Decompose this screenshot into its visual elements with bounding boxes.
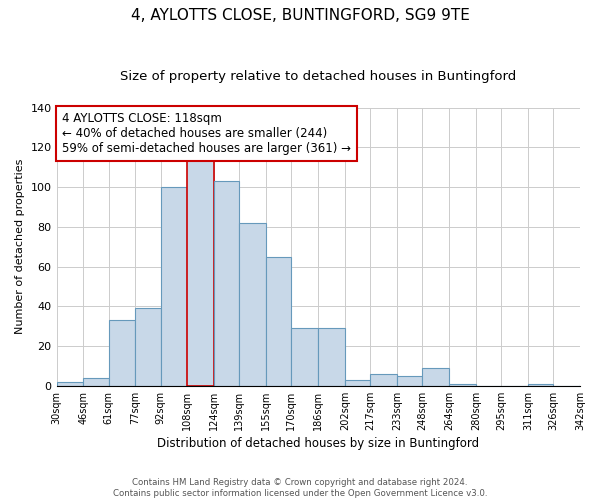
Bar: [370, 374, 397, 386]
Bar: [266, 256, 292, 386]
Bar: [56, 382, 83, 386]
Bar: [580, 384, 600, 386]
Bar: [449, 384, 476, 386]
Bar: [239, 223, 266, 386]
Text: 4, AYLOTTS CLOSE, BUNTINGFORD, SG9 9TE: 4, AYLOTTS CLOSE, BUNTINGFORD, SG9 9TE: [131, 8, 469, 22]
Bar: [136, 308, 161, 386]
Bar: [214, 182, 239, 386]
Bar: [397, 376, 422, 386]
Bar: [318, 328, 345, 386]
Bar: [83, 378, 109, 386]
X-axis label: Distribution of detached houses by size in Buntingford: Distribution of detached houses by size …: [157, 437, 479, 450]
Bar: [528, 384, 553, 386]
Y-axis label: Number of detached properties: Number of detached properties: [15, 159, 25, 334]
Bar: [161, 187, 187, 386]
Bar: [345, 380, 370, 386]
Text: 4 AYLOTTS CLOSE: 118sqm
← 40% of detached houses are smaller (244)
59% of semi-d: 4 AYLOTTS CLOSE: 118sqm ← 40% of detache…: [62, 112, 351, 155]
Bar: [292, 328, 318, 386]
Title: Size of property relative to detached houses in Buntingford: Size of property relative to detached ho…: [120, 70, 517, 83]
Text: Contains HM Land Registry data © Crown copyright and database right 2024.
Contai: Contains HM Land Registry data © Crown c…: [113, 478, 487, 498]
Bar: [187, 152, 214, 386]
Bar: [422, 368, 449, 386]
Bar: [109, 320, 136, 386]
